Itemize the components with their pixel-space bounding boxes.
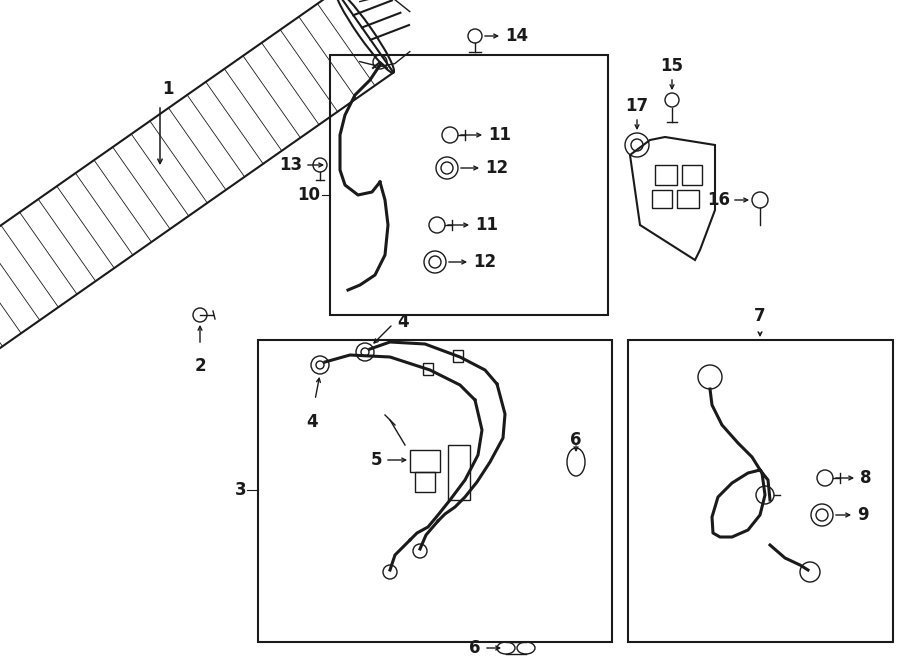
Text: 4: 4	[397, 313, 409, 331]
Bar	[677, 190, 699, 208]
Text: 6: 6	[571, 431, 581, 449]
Text: 2: 2	[194, 357, 206, 375]
Text: 10: 10	[297, 186, 320, 204]
Text: 14: 14	[505, 27, 528, 45]
Text: 5: 5	[371, 451, 382, 469]
Bar	[453, 350, 463, 362]
Text: 8: 8	[860, 469, 871, 487]
Bar	[423, 363, 433, 375]
Bar	[448, 445, 470, 500]
Bar	[652, 190, 672, 208]
Text: 16: 16	[707, 191, 730, 209]
Text: 15: 15	[661, 57, 683, 75]
Text: 9: 9	[857, 506, 868, 524]
Bar	[415, 472, 435, 492]
Text: 4: 4	[306, 413, 318, 431]
Bar	[682, 165, 702, 185]
Bar	[258, 340, 612, 642]
Text: 6: 6	[470, 639, 481, 657]
Text: 1: 1	[162, 80, 174, 98]
Bar	[655, 165, 677, 185]
Text: 7: 7	[754, 307, 766, 325]
Bar	[330, 55, 608, 315]
Bar	[410, 450, 440, 472]
Text: 12: 12	[473, 253, 496, 271]
Text: 11: 11	[475, 216, 498, 234]
Text: 11: 11	[488, 126, 511, 144]
Bar	[628, 340, 893, 642]
Text: 3: 3	[234, 481, 246, 499]
Text: 17: 17	[626, 97, 649, 115]
Text: 13: 13	[279, 156, 302, 174]
Text: 12: 12	[485, 159, 508, 177]
